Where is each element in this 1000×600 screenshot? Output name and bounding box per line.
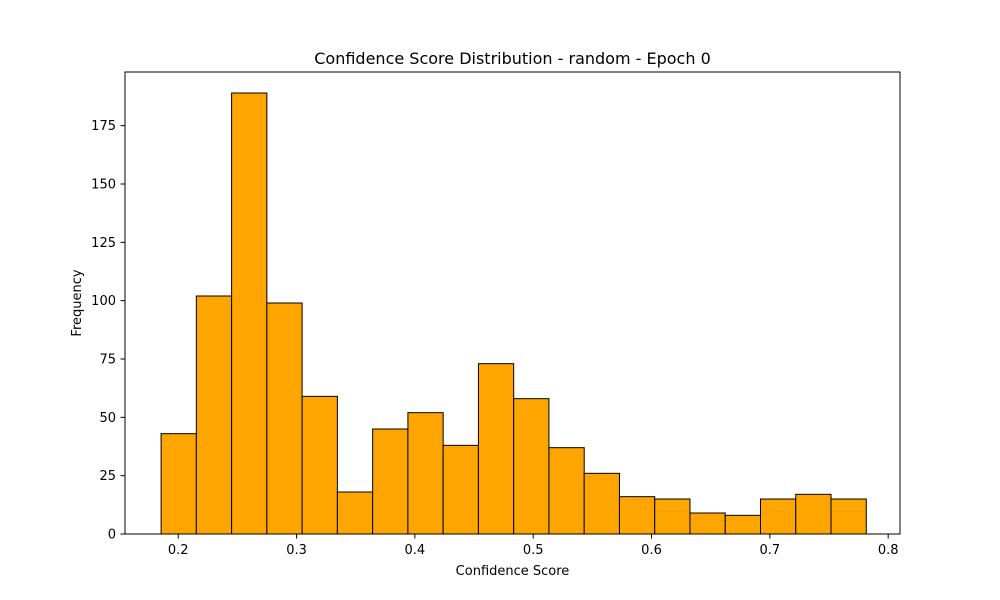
histogram-bar — [266, 302, 303, 535]
plot-frame — [124, 71, 901, 535]
histogram-bar — [372, 428, 409, 535]
y-tick-label: 0 — [108, 528, 116, 543]
histogram-bar — [477, 363, 515, 535]
histogram-bar — [724, 514, 762, 535]
histogram-bar — [301, 395, 338, 535]
histogram-bar — [618, 496, 656, 535]
histogram-bar — [795, 493, 832, 535]
histogram-bar — [830, 498, 867, 535]
histogram-bar — [407, 412, 444, 535]
histogram-bar — [760, 498, 797, 535]
x-tick-label: 0.2 — [168, 543, 189, 558]
y-tick-label: 25 — [99, 469, 116, 484]
y-tick-label: 100 — [91, 294, 116, 309]
histogram-bar — [654, 498, 691, 535]
histogram-bars — [160, 92, 867, 535]
x-tick-label: 0.3 — [286, 543, 307, 558]
histogram-bar — [548, 447, 585, 535]
y-axis-ticks: 0 25 50 75 100 125 150 175 — [91, 119, 125, 543]
x-tick-label: 0.6 — [641, 543, 662, 558]
histogram-bar — [442, 444, 479, 535]
y-tick-label: 75 — [99, 353, 116, 368]
histogram-bar — [195, 295, 233, 535]
x-tick-label: 0.8 — [878, 543, 899, 558]
y-axis-label: Frequency — [70, 269, 85, 336]
histogram-bar — [689, 512, 726, 535]
chart-title: Confidence Score Distribution - random -… — [314, 49, 711, 68]
x-tick-label: 0.7 — [760, 543, 781, 558]
histogram-bar — [583, 472, 620, 535]
y-tick-label: 50 — [99, 411, 116, 426]
histogram-bar — [160, 433, 197, 535]
y-tick-label: 175 — [91, 119, 116, 134]
x-axis-ticks: 0.2 0.3 0.4 0.5 0.6 0.7 0.8 — [168, 534, 899, 558]
histogram-bar — [513, 398, 550, 535]
x-axis-label: Confidence Score — [456, 564, 570, 579]
y-tick-label: 150 — [91, 178, 116, 193]
histogram-bar — [231, 92, 268, 535]
x-tick-label: 0.4 — [405, 543, 426, 558]
x-tick-label: 0.5 — [523, 543, 544, 558]
histogram-bar — [336, 491, 374, 535]
y-tick-label: 125 — [91, 236, 116, 251]
